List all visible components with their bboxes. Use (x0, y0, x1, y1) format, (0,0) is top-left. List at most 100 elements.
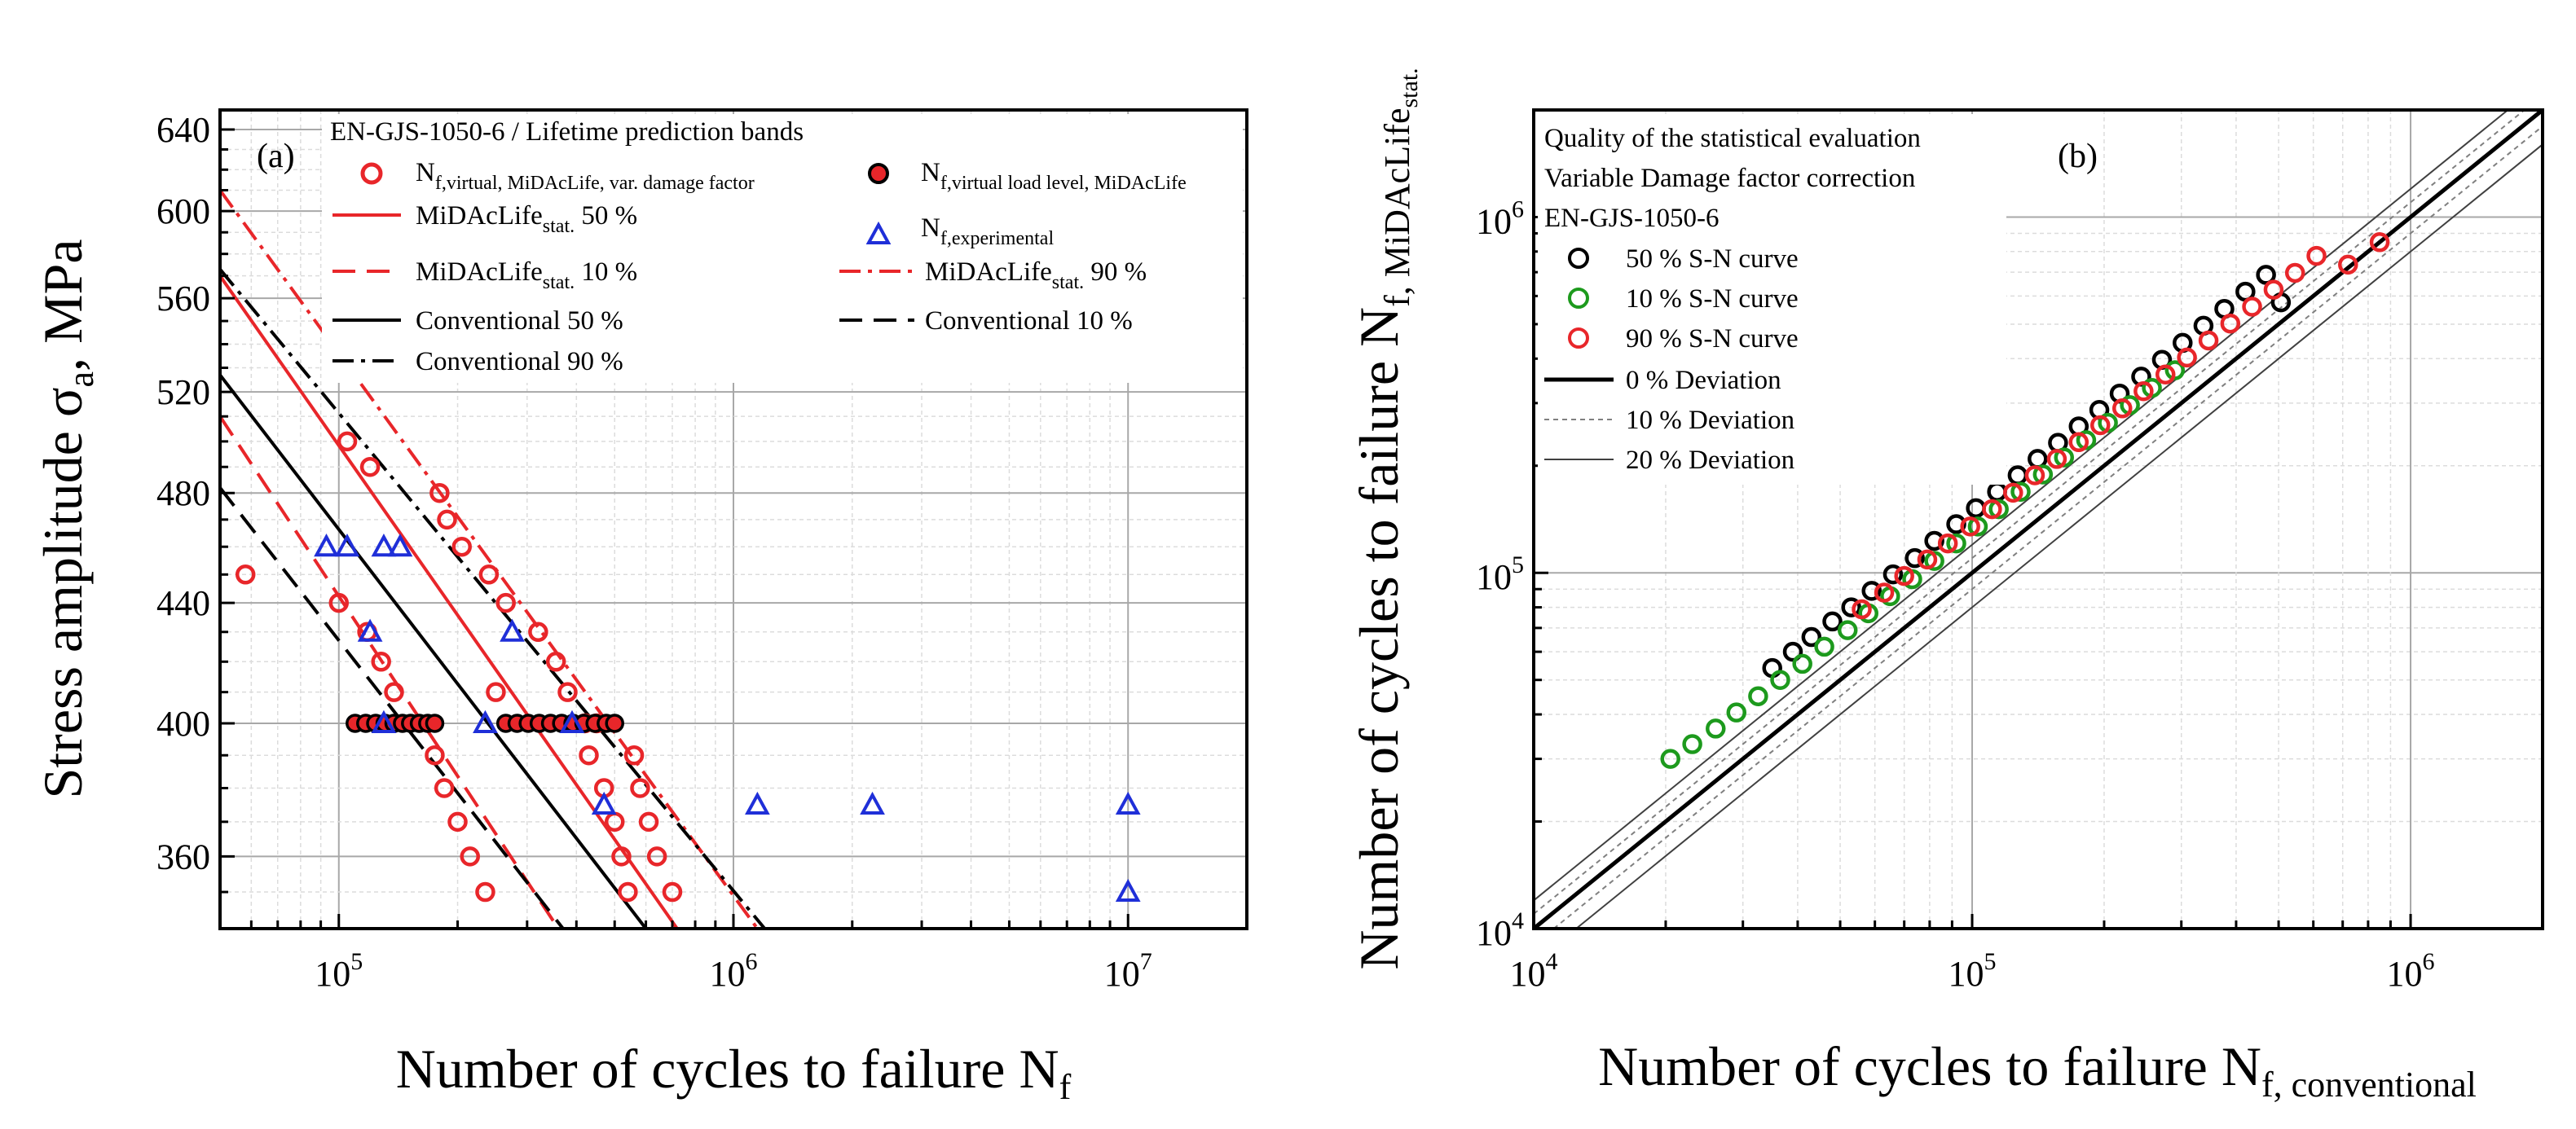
virtual-point (447, 811, 468, 832)
sn-curve-point (2306, 245, 2327, 266)
experimental-point (860, 791, 885, 815)
y-tick-label: 360 (156, 837, 210, 876)
sn-curve-point (2220, 313, 2241, 334)
virtual-point (359, 456, 381, 477)
virtual-point (618, 881, 638, 903)
y-tick-label: 440 (156, 583, 210, 623)
legend-a-text-midac-90: MiDAcLifestat. 90 % (925, 257, 1147, 293)
experimental-point (1115, 878, 1141, 903)
x-tick-label: 105 (1949, 948, 1997, 994)
legend-b-marker-90 (1568, 327, 1589, 349)
virtual-point (662, 881, 683, 903)
legend-b-text-0-dev: 0 % Deviation (1626, 366, 1781, 395)
deviation-line (1533, 109, 2509, 902)
experimental-point (371, 534, 397, 557)
sn-curve-point (1874, 582, 1895, 603)
sn-curve-point (1861, 581, 1882, 601)
legend-a-text-midac-10: MiDAcLifestat. 10 % (416, 257, 637, 293)
legend-a-text-experimental: Nf,experimental (921, 213, 1054, 249)
virtual-point (545, 652, 566, 672)
legend-a-marker-experimental (865, 221, 892, 244)
panel-b-data-points (1660, 232, 2390, 769)
prediction-line (218, 189, 760, 930)
legend-a-text-virtual: Nf,virtual, MiDAcLife, var. damage facto… (416, 158, 755, 194)
virtual-point (371, 652, 391, 672)
panel-b-ticks: 104 105 106 104 105 106 (1476, 108, 2544, 994)
y-tick-label: 105 (1476, 551, 1524, 597)
sn-curve-point (1726, 702, 1747, 723)
legend-a-text-conv-90: Conventional 90 % (416, 347, 623, 376)
sn-curve-point (1706, 718, 1726, 739)
deviation-line (1575, 143, 2543, 929)
panel-b-x-axis-title: Number of cycles to failure Nf, conventi… (1598, 1035, 2477, 1105)
sn-curve-point (2112, 398, 2133, 419)
virtual-point (235, 564, 256, 585)
sn-curve-point (2090, 415, 2111, 436)
legend-b-text-10: 10 % S-N curve (1626, 284, 1799, 314)
sn-curve-point (1660, 749, 1680, 769)
sn-curve-point (1924, 530, 1944, 551)
load-level-point (425, 714, 445, 733)
sn-curve-point (1682, 734, 1702, 754)
legend-a-text-midac-50: MiDAcLifestat. 50 % (416, 201, 637, 237)
legend-a-text-conv-50: Conventional 50 % (416, 306, 623, 336)
y-tick-label: 480 (156, 473, 210, 513)
deviation-line (1552, 125, 2543, 929)
virtual-point (611, 846, 632, 867)
sn-curve-point (2133, 381, 2154, 402)
sn-curve-point (1841, 597, 1861, 617)
panel-b-chart: 104 105 106 104 105 106 (b) Quality of the st… (1348, 68, 2544, 1105)
legend-a-text-load-level: Nf,virtual load level, MiDAcLife (921, 158, 1187, 194)
load-level-point (605, 714, 624, 733)
virtual-point (528, 622, 548, 643)
sn-curve-point (1946, 533, 1966, 554)
sn-curve-point (1937, 533, 1958, 554)
virtual-point (638, 811, 659, 832)
legend-b-text-90: 90 % S-N curve (1626, 324, 1799, 354)
sn-curve-point (1801, 626, 1822, 648)
virtual-point (451, 536, 472, 557)
sn-curve-point (2263, 279, 2284, 300)
legend-a-text-conv-10: Conventional 10 % (925, 306, 1133, 336)
experimental-point (745, 791, 770, 815)
virtual-point (646, 846, 667, 867)
panel-b-plot-frame (1532, 108, 2544, 930)
virtual-point (478, 564, 500, 585)
experimental-point (1115, 791, 1141, 815)
sn-curve-point (2155, 364, 2176, 384)
sn-curve-point (1748, 686, 1768, 706)
experimental-point (357, 618, 383, 642)
virtual-point (557, 682, 578, 702)
virtual-point (495, 592, 516, 613)
sn-curve-point (1917, 549, 1938, 570)
sn-curve-point (2024, 465, 2045, 485)
virtual-point (623, 745, 645, 766)
y-tick-label: 104 (1476, 907, 1524, 953)
sn-curve-point (1960, 516, 1980, 537)
experimental-point (473, 709, 498, 733)
sn-curve-point (2256, 265, 2276, 285)
sn-curve-point (2010, 481, 2031, 502)
virtual-point (630, 778, 650, 798)
x-tick-label: 104 (1510, 948, 1558, 994)
y-tick-label: 560 (156, 279, 210, 318)
panel-a-chart: 360 400 440 480 520 560 600 640 105 106 107 (a) EN… (32, 108, 1248, 1107)
experimental-point (559, 709, 585, 733)
virtual-point (429, 482, 450, 503)
virtual-point (475, 881, 495, 903)
sn-curve-point (1782, 641, 1803, 662)
prediction-line (218, 374, 648, 930)
y-tick-label: 520 (156, 372, 210, 412)
experimental-point (591, 791, 617, 815)
legend-a-marker-load-level (868, 163, 889, 184)
panel-a-legend-title: EN-GJS-1050-6 / Lifetime prediction band… (330, 117, 804, 147)
sn-curve-point (1814, 636, 1834, 657)
panel-a-legend: EN-GJS-1050-6 / Lifetime prediction band… (322, 114, 1243, 383)
sn-curve-point (1982, 499, 2002, 520)
experimental-point (371, 709, 397, 733)
panel-b-legend-box (1538, 114, 2006, 485)
sn-curve-point (2177, 347, 2197, 368)
experimental-point (334, 534, 360, 557)
legend-b-marker-10 (1568, 288, 1589, 309)
x-tick-label: 107 (1104, 948, 1152, 994)
